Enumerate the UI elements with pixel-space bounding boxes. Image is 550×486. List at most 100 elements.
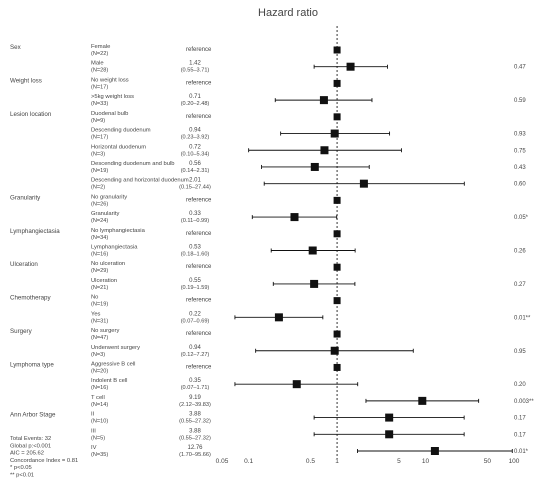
confidence-interval: (0.10–5.34) (181, 151, 210, 157)
hazard-ratio-value: 0.35 (189, 378, 201, 384)
hazard-ratio-value: 9.19 (189, 395, 201, 401)
forest-row: Surgery No surgery(N=47) reference (10, 328, 341, 341)
hazard-ratio-marker (418, 396, 427, 405)
sample-size: (N=19) (91, 168, 108, 174)
level-label: Underwent surgery (91, 345, 140, 351)
forest-row: T cell(N=14) 9.19(2.12–39.83) 0.003** (91, 395, 534, 408)
level-label: No granularity (91, 194, 127, 200)
reference-marker (333, 46, 341, 54)
hazard-ratio-value: 0.53 (189, 245, 201, 251)
p-value: 0.47 (514, 65, 526, 71)
hazard-ratio-marker (292, 380, 301, 389)
hazard-ratio-marker (310, 162, 319, 171)
forest-row: Lymphangiectasia(N=16) 0.53(0.18–1.60) 0.2… (91, 245, 526, 258)
sample-size: (N=17) (91, 84, 108, 90)
sample-size: (N=26) (91, 201, 108, 207)
level-label: Yes (91, 311, 101, 317)
sample-size: (N=17) (91, 135, 108, 141)
confidence-interval: (0.20–2.48) (181, 101, 210, 107)
p-value: 0.43 (514, 165, 526, 171)
forest-row: Descending and horizontal duodenum(N=2) 2… (91, 178, 526, 191)
level-label: Lymphangiectasia (91, 245, 138, 251)
p-value: 0.26 (514, 249, 526, 255)
forest-row: Male(N=28) 1.42(0.55–3.71) 0.47 (91, 61, 526, 74)
variable-label: Sex (10, 44, 22, 51)
model-statistic: * p<0.05 (10, 465, 32, 471)
p-value: 0.17 (514, 432, 526, 438)
level-label: Horizontal duodenum (91, 144, 146, 150)
level-label: No surgery (91, 328, 119, 334)
confidence-interval: (0.12–7.27) (181, 352, 210, 358)
confidence-interval: (0.55–27.32) (179, 435, 211, 441)
level-label: No weight loss (91, 77, 129, 83)
model-statistic: Global p:<0.001 (10, 443, 51, 449)
sample-size: (N=21) (91, 285, 108, 291)
hazard-ratio-marker (330, 129, 339, 138)
reference-label: reference (186, 298, 212, 304)
hazard-ratio-value: 0.33 (189, 211, 201, 217)
forest-row: Horizontal duodenum(N=3) 0.72(0.10–5.34) 0… (91, 144, 526, 157)
x-tick-label: 100 (509, 458, 520, 465)
variable-label: Lymphangiectasia (10, 228, 60, 235)
confidence-interval: (0.15–27.44) (179, 185, 211, 191)
forest-row: Ulceration No ulceration(N=29) reference (10, 261, 341, 274)
sample-size: (N=16) (91, 252, 108, 258)
hazard-ratio-marker (430, 447, 439, 455)
confidence-interval: (0.14–2.31) (181, 168, 210, 174)
hazard-ratio-marker (320, 146, 329, 155)
level-label: T cell (91, 395, 105, 401)
level-label: Ulceration (91, 278, 117, 284)
x-tick-label: 5 (397, 458, 401, 465)
sample-size: (N=33) (91, 101, 108, 107)
confidence-interval: (0.07–0.69) (181, 318, 210, 324)
x-tick-label: 0.1 (244, 458, 253, 465)
forest-row: Ann Arbor Stage II(N=10) 3.88(0.55–27.32) 0… (10, 412, 526, 425)
forest-row: >5kg weight loss(N=33) 0.71(0.20–2.48) 0.5… (91, 94, 526, 107)
variable-label: Surgery (10, 328, 33, 335)
forest-row: Indolent B cell(N=16) 0.35(0.07–1.71) 0.20 (91, 378, 526, 391)
confidence-interval: (2.12–39.83) (179, 402, 211, 408)
level-label: III (91, 428, 96, 434)
hazard-ratio-value: 0.72 (189, 144, 201, 150)
forest-row: Descending duodenum(N=17) 0.94(0.23–3.92)… (91, 128, 526, 141)
level-label: Granularity (91, 211, 119, 217)
sample-size: (N=29) (91, 268, 108, 274)
model-statistic: Total Events: 32 (10, 436, 51, 442)
level-label: IV (91, 445, 97, 451)
level-label: Male (91, 61, 104, 67)
hazard-ratio-marker (310, 279, 319, 288)
reference-label: reference (186, 331, 212, 337)
p-value: 0.05* (514, 215, 529, 221)
level-label: No lymphangiectasia (91, 228, 146, 234)
sample-size: (N=34) (91, 235, 108, 241)
sample-size: (N=22) (91, 51, 108, 57)
level-label: Indolent B cell (91, 378, 127, 384)
sample-size: (N=2) (91, 185, 105, 191)
x-tick-label: 0.05 (216, 458, 229, 465)
p-value: 0.01** (514, 315, 531, 321)
reference-marker (333, 79, 341, 87)
forest-row: IV(N=35) 12.76(1.70–95.66) 0.01* (91, 445, 529, 458)
p-value: 0.17 (514, 416, 526, 422)
hazard-ratio-value: 0.94 (189, 345, 201, 351)
hazard-ratio-marker (385, 413, 394, 422)
forest-row: Chemotherapy No(N=19) reference (10, 295, 341, 308)
reference-marker (333, 230, 341, 238)
forest-row: Granularity No granularity(N=26) reference (10, 194, 341, 207)
forest-row: III(N=5) 3.88(0.55–27.32) 0.17 (91, 428, 526, 441)
p-value: 0.59 (514, 98, 526, 104)
level-label: Duodenal bulb (91, 111, 128, 117)
model-statistic: Concordance Index = 0.81 (10, 458, 78, 464)
p-value: 0.93 (514, 132, 526, 138)
variable-label: Lesion location (10, 111, 52, 118)
p-value: 0.95 (514, 349, 526, 355)
forest-row: Weight loss No weight loss(N=17) reference (10, 77, 341, 90)
x-tick-label: 0.5 (306, 458, 315, 465)
hazard-ratio-value: 2.01 (189, 178, 201, 184)
hazard-ratio-value: 0.56 (189, 161, 201, 167)
sample-size: (N=10) (91, 419, 108, 425)
confidence-interval: (0.55–3.71) (181, 68, 210, 74)
hazard-ratio-marker (319, 96, 328, 105)
chart-title: Hazard ratio (258, 7, 318, 19)
